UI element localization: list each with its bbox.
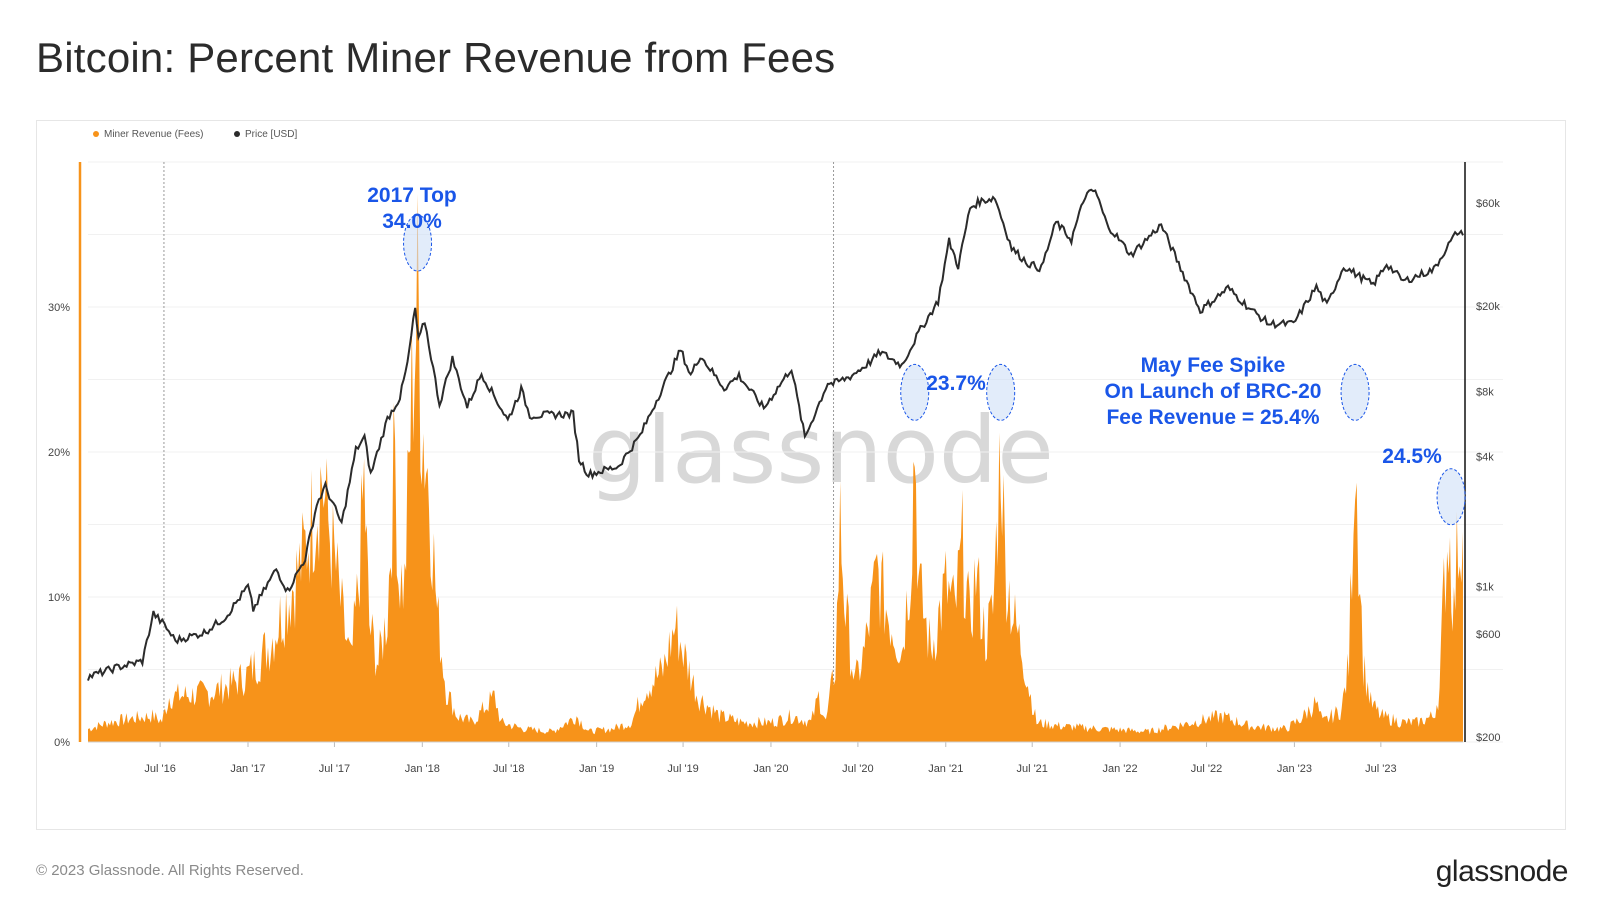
left-tick-0: 0% [54, 737, 70, 749]
price-line [87, 188, 1464, 681]
right-tick-0: $200 [1476, 732, 1500, 744]
x-tick-3: Jan '18 [405, 763, 440, 775]
right-tick-5: $20k [1476, 301, 1500, 313]
watermark: glassnode [588, 397, 1054, 504]
x-tick-10: Jul '21 [1016, 763, 1047, 775]
x-tick-13: Jan '23 [1277, 763, 1312, 775]
x-axis: Jul '16 Jan '17 Jul '17 Jan '18 Jul '18 Jan '… [88, 741, 1463, 775]
right-tick-1: $600 [1476, 629, 1500, 641]
right-tick-4: $8k [1476, 387, 1494, 399]
legend-fees: Miner Revenue (Fees) [104, 129, 203, 140]
chart-frame [36, 120, 1566, 830]
fee-revenue-chart: glassnode 2017 Top 34.0% 23.7% May Fee Spik… [48, 129, 1503, 775]
spike-highlight-1 [900, 363, 930, 421]
page-title: Bitcoin: Percent Miner Revenue from Fees [36, 34, 836, 81]
left-axis: 0% 10% 20% 30% [48, 302, 70, 749]
x-tick-11: Jan '22 [1103, 763, 1138, 775]
x-tick-2: Jul '17 [319, 763, 350, 775]
annotation-1-line-0: 23.7% [926, 372, 986, 395]
right-axis: $200 $600 $1k $4k $8k $20k $60k [1476, 198, 1500, 744]
left-tick-1: 10% [48, 592, 70, 604]
x-tick-12: Jul '22 [1191, 763, 1222, 775]
spike-highlight-2 [986, 363, 1016, 421]
x-tick-5: Jan '19 [579, 763, 614, 775]
brand-logo: glassnode [1435, 855, 1569, 888]
annotations: 2017 Top 34.0% 23.7% May Fee Spike On Launch… [367, 184, 1442, 468]
annotation-3-line-0: 24.5% [1382, 445, 1442, 468]
left-tick-3: 30% [48, 302, 70, 314]
spike-highlight-0 [403, 214, 433, 272]
spike-highlights [403, 214, 1466, 526]
fee-revenue-area [88, 193, 1463, 742]
spike-highlight-4 [1436, 468, 1466, 526]
x-tick-0: Jul '16 [144, 763, 175, 775]
legend-price: Price [USD] [245, 129, 297, 140]
annotation-2-line-2: Fee Revenue = 25.4% [1106, 406, 1319, 429]
annotation-2-line-0: May Fee Spike [1141, 354, 1286, 377]
legend-dot-fees [93, 131, 99, 137]
legend: Miner Revenue (Fees) Price [USD] [93, 129, 297, 140]
vertical-markers [78, 162, 1466, 742]
x-tick-8: Jul '20 [842, 763, 873, 775]
annotation-0-line-1: 34.0% [382, 210, 442, 233]
x-tick-6: Jul '19 [667, 763, 698, 775]
x-tick-14: Jul '23 [1365, 763, 1396, 775]
right-tick-3: $4k [1476, 452, 1494, 464]
x-tick-4: Jul '18 [493, 763, 524, 775]
x-tick-1: Jan '17 [230, 763, 265, 775]
copyright: © 2023 Glassnode. All Rights Reserved. [36, 862, 304, 879]
spike-highlight-3 [1340, 363, 1370, 421]
right-tick-6: $60k [1476, 198, 1500, 210]
annotation-0-line-0: 2017 Top [367, 184, 456, 207]
x-tick-7: Jan '20 [753, 763, 788, 775]
left-tick-2: 20% [48, 447, 70, 459]
legend-dot-price [234, 131, 240, 137]
annotation-2-line-1: On Launch of BRC-20 [1104, 380, 1321, 403]
right-tick-2: $1k [1476, 581, 1494, 593]
x-tick-9: Jan '21 [928, 763, 963, 775]
